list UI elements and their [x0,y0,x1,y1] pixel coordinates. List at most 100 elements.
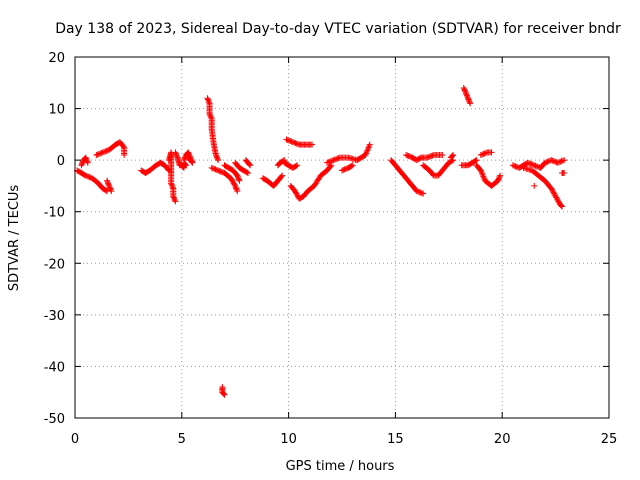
ticks: 0 5 10 15 20 25 20 10 0 -10 -20 -30 -40 -50 [44,51,618,447]
data-point [462,90,469,97]
data-point [478,168,485,175]
data-point [101,148,108,155]
data-point [561,170,568,177]
data-point [526,160,533,167]
data-point [548,185,555,192]
data-point [363,149,370,156]
data-point [288,138,295,145]
x-tick-label: 5 [178,432,186,447]
data-point [549,186,556,193]
data-point [243,169,250,176]
data-point [94,151,101,158]
data-point [494,177,501,184]
data-point [245,170,252,177]
data-point [102,148,109,155]
data-point [207,112,214,119]
data-point [293,162,300,169]
data-point [327,158,334,165]
y-tick-label: -30 [44,309,65,324]
data-point [553,194,560,201]
data-point [480,150,487,157]
data-point [217,168,224,175]
data-point [449,152,456,159]
data-point [78,162,85,169]
data-point [171,195,178,202]
data-point [215,167,222,174]
data-point [293,190,300,197]
data-point [204,95,211,102]
data-point [551,191,558,198]
chart-title: Day 138 of 2023, Sidereal Day-to-day VTE… [55,21,621,37]
data-point [172,198,179,205]
data-point [170,194,177,201]
data-point [172,150,179,157]
data-point [554,195,561,202]
data-point [227,175,234,182]
data-point [97,150,104,157]
data-point [246,161,253,168]
data-point [102,187,109,194]
data-point [293,140,300,147]
data-point [541,159,548,166]
data-point [84,158,91,165]
y-tick-label: 10 [48,103,65,118]
data-point [341,166,348,173]
data-point [511,162,518,169]
data-point [234,173,241,180]
data-point [424,154,431,161]
data-point [215,157,222,164]
data-point [231,181,238,188]
data-point [405,153,412,160]
data-point [362,151,369,158]
data-point [512,163,519,170]
data-point [182,161,189,168]
data-point [425,154,432,161]
data-point [334,155,341,162]
y-tick-label: -40 [44,360,65,375]
data-point [180,157,187,164]
x-tick-label: 15 [387,432,404,447]
data-point [324,159,331,166]
data-point [206,110,213,117]
data-point [84,159,91,166]
data-point [329,157,336,164]
data-point [107,185,114,192]
data-point [349,162,356,169]
data-point [550,189,557,196]
x-tick-label: 20 [494,432,511,447]
data-point [554,159,561,166]
data-point [480,174,487,181]
data-point [527,160,534,167]
data-point [104,177,111,184]
data-point [326,158,333,165]
x-tick-label: 10 [280,432,297,447]
data-point [495,176,502,183]
data-point [330,157,337,164]
data-point [427,153,434,160]
data-point [531,182,538,189]
y-tick-label: -10 [44,206,65,221]
data-point [286,137,293,144]
data-point [169,182,176,189]
data-point [208,164,215,171]
data-point [335,155,342,162]
data-point [466,99,473,106]
data-point [103,147,110,154]
data-point [479,171,486,178]
data-point [98,149,105,156]
data-point [418,190,425,197]
data-point [105,181,112,188]
data-point [473,157,480,164]
data-point [206,99,213,106]
data-marks [74,84,568,398]
data-point [549,157,556,164]
data-point [173,151,180,158]
data-point [461,87,468,94]
data-point [185,154,192,161]
data-point [236,177,243,184]
data-point [168,180,175,187]
data-point [364,147,371,154]
data-point [284,137,291,144]
data-point [340,166,347,173]
data-point [120,143,127,150]
